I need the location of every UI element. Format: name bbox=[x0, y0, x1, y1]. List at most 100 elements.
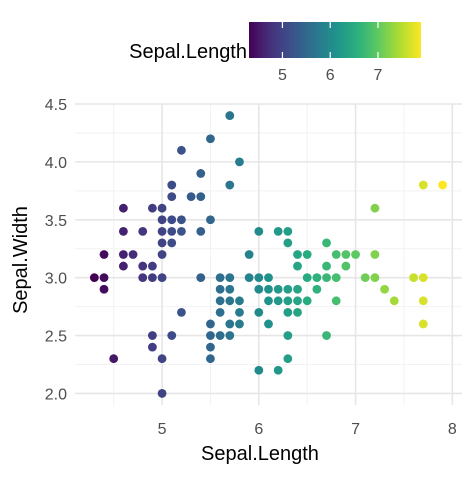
data-point bbox=[167, 215, 177, 225]
data-point bbox=[206, 134, 215, 144]
data-point bbox=[215, 296, 225, 306]
data-point bbox=[438, 180, 448, 190]
data-point bbox=[302, 250, 312, 259]
legend-ticks: 5 6 7 bbox=[278, 22, 383, 84]
data-point bbox=[157, 273, 167, 283]
data-point bbox=[389, 296, 399, 306]
data-point bbox=[225, 331, 235, 340]
data-point bbox=[157, 215, 167, 225]
y-tick-label: 4.5 bbox=[45, 97, 67, 114]
data-point bbox=[167, 226, 177, 236]
data-point bbox=[89, 273, 99, 283]
data-point bbox=[206, 331, 215, 340]
axis-tick-labels: 5 6 7 8 2.0 2.5 3.0 3.5 4.0 4.5 bbox=[45, 97, 457, 438]
data-point bbox=[244, 250, 254, 259]
legend-colorbar bbox=[249, 22, 421, 58]
data-point bbox=[225, 180, 235, 190]
x-tick-label: 7 bbox=[351, 421, 360, 438]
data-point bbox=[177, 145, 186, 155]
data-point bbox=[167, 331, 177, 340]
data-point bbox=[118, 203, 128, 213]
data-point bbox=[370, 273, 380, 283]
data-point bbox=[118, 226, 128, 236]
data-point bbox=[418, 296, 428, 306]
data-point bbox=[225, 319, 235, 329]
data-point bbox=[273, 226, 283, 236]
data-point bbox=[273, 296, 283, 306]
data-point bbox=[167, 192, 177, 202]
data-point bbox=[235, 307, 244, 317]
data-point bbox=[157, 389, 167, 398]
data-point bbox=[418, 180, 428, 190]
data-point bbox=[264, 273, 273, 283]
data-point bbox=[196, 273, 206, 283]
data-point bbox=[283, 296, 293, 306]
data-point bbox=[225, 273, 235, 283]
data-point bbox=[148, 273, 157, 283]
data-point bbox=[283, 307, 293, 317]
data-point bbox=[177, 215, 186, 225]
y-tick-label: 2.5 bbox=[45, 329, 67, 346]
data-point bbox=[235, 157, 244, 167]
data-point bbox=[99, 273, 109, 283]
data-point bbox=[293, 250, 302, 259]
data-point bbox=[206, 354, 215, 364]
data-point bbox=[312, 284, 322, 294]
grid-lines bbox=[75, 103, 462, 405]
data-point bbox=[196, 192, 206, 202]
data-point bbox=[341, 261, 351, 271]
y-tick-label: 3.0 bbox=[45, 271, 67, 288]
data-point bbox=[138, 273, 148, 283]
data-point bbox=[370, 250, 380, 259]
data-point bbox=[177, 226, 186, 236]
data-point bbox=[138, 226, 148, 236]
data-point bbox=[186, 192, 196, 202]
data-point bbox=[235, 296, 244, 306]
data-point bbox=[322, 331, 331, 340]
data-point bbox=[283, 331, 293, 340]
data-point bbox=[293, 261, 302, 271]
legend-tick-label: 7 bbox=[374, 67, 383, 84]
data-point bbox=[351, 250, 360, 259]
data-point bbox=[157, 238, 167, 248]
data-point bbox=[409, 273, 419, 283]
y-axis-title: Sepal.Width bbox=[10, 206, 32, 314]
data-point bbox=[254, 365, 264, 375]
data-point bbox=[283, 238, 293, 248]
data-point bbox=[302, 296, 312, 306]
x-tick-label: 6 bbox=[254, 421, 263, 438]
data-point bbox=[283, 354, 293, 364]
data-point bbox=[418, 319, 428, 329]
data-point bbox=[138, 261, 148, 271]
data-point bbox=[157, 203, 167, 213]
data-point bbox=[322, 273, 331, 283]
data-point bbox=[312, 273, 322, 283]
data-point bbox=[128, 250, 138, 259]
data-point bbox=[225, 284, 235, 294]
data-point bbox=[283, 226, 293, 236]
data-point bbox=[264, 296, 273, 306]
data-point bbox=[283, 284, 293, 294]
data-point bbox=[341, 250, 351, 259]
data-point bbox=[418, 273, 428, 283]
data-point bbox=[206, 342, 215, 352]
data-point bbox=[254, 226, 264, 236]
data-point bbox=[370, 203, 380, 213]
x-axis-title: Sepal.Length bbox=[201, 443, 319, 465]
data-point bbox=[215, 307, 225, 317]
data-point bbox=[118, 250, 128, 259]
data-point bbox=[109, 354, 119, 364]
data-point bbox=[293, 284, 302, 294]
data-point bbox=[99, 250, 109, 259]
legend-tick-label: 6 bbox=[326, 67, 335, 84]
data-point bbox=[225, 296, 235, 306]
data-point bbox=[206, 215, 215, 225]
data-point bbox=[157, 250, 167, 259]
data-point bbox=[206, 319, 215, 329]
data-point bbox=[196, 226, 206, 236]
x-tick-label: 8 bbox=[448, 421, 457, 438]
legend-tick-label: 5 bbox=[278, 67, 287, 84]
data-point bbox=[148, 342, 157, 352]
